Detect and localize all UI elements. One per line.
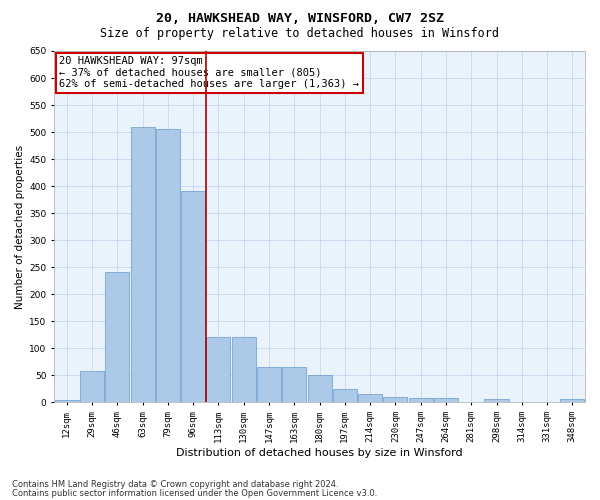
Bar — [282, 367, 306, 402]
Bar — [333, 388, 357, 402]
Bar — [105, 272, 129, 402]
Bar — [80, 370, 104, 402]
Bar — [358, 394, 382, 402]
X-axis label: Distribution of detached houses by size in Winsford: Distribution of detached houses by size … — [176, 448, 463, 458]
Text: Size of property relative to detached houses in Winsford: Size of property relative to detached ho… — [101, 28, 499, 40]
Bar — [181, 192, 205, 402]
Bar — [434, 398, 458, 402]
Bar — [55, 400, 79, 402]
Bar — [383, 396, 407, 402]
Y-axis label: Number of detached properties: Number of detached properties — [15, 144, 25, 308]
Bar — [206, 337, 230, 402]
Bar — [156, 130, 180, 402]
Bar — [131, 126, 155, 402]
Bar — [257, 367, 281, 402]
Text: Contains public sector information licensed under the Open Government Licence v3: Contains public sector information licen… — [12, 489, 377, 498]
Bar — [232, 337, 256, 402]
Bar — [308, 375, 332, 402]
Bar — [560, 400, 584, 402]
Bar — [409, 398, 433, 402]
Bar — [484, 400, 509, 402]
Text: 20 HAWKSHEAD WAY: 97sqm
← 37% of detached houses are smaller (805)
62% of semi-d: 20 HAWKSHEAD WAY: 97sqm ← 37% of detache… — [59, 56, 359, 90]
Text: Contains HM Land Registry data © Crown copyright and database right 2024.: Contains HM Land Registry data © Crown c… — [12, 480, 338, 489]
Text: 20, HAWKSHEAD WAY, WINSFORD, CW7 2SZ: 20, HAWKSHEAD WAY, WINSFORD, CW7 2SZ — [156, 12, 444, 26]
